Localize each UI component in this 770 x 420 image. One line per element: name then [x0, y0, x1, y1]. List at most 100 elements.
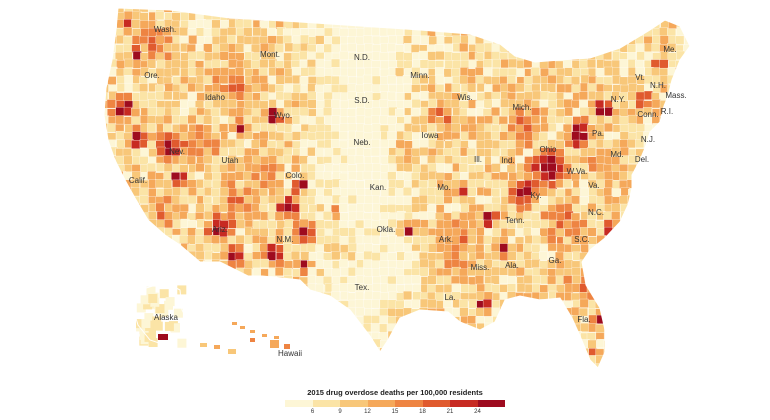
county-cell [516, 307, 526, 317]
county-cell [404, 331, 414, 341]
county-cell [412, 20, 422, 29]
county-cell [259, 138, 269, 148]
county-cell [450, 19, 460, 29]
county-cell [236, 339, 246, 349]
county-cell [259, 275, 269, 285]
county-cell [452, 373, 461, 382]
county-cell [546, 83, 556, 93]
county-cell [116, 204, 126, 213]
county-cell [683, 8, 690, 13]
county-cell [604, 324, 614, 334]
county-cell [547, 298, 557, 308]
county-cell [643, 19, 653, 29]
county-cell [179, 275, 189, 285]
county-cell [322, 211, 332, 221]
state-label: Mich. [512, 103, 531, 112]
county-cell [244, 100, 254, 110]
county-cell [139, 258, 149, 268]
county-cell [244, 308, 254, 318]
county-cell [139, 83, 148, 93]
county-cell [412, 164, 422, 174]
county-cell [540, 316, 550, 326]
county-cell [428, 219, 438, 229]
county-cell [579, 196, 589, 206]
county-cell [267, 243, 276, 253]
county-cell [395, 179, 405, 189]
county-cell [676, 340, 686, 350]
county-cell [507, 228, 517, 238]
county-cell [532, 332, 542, 342]
county-cell [547, 75, 557, 84]
island-cell [250, 338, 255, 342]
legend-swatch [285, 400, 313, 407]
county-cell [332, 11, 342, 21]
county-cell [115, 251, 125, 261]
county-cell [104, 355, 109, 365]
county-cell [636, 268, 646, 278]
county-cell [307, 332, 317, 341]
county-cell [292, 259, 302, 269]
island-cell [214, 345, 220, 349]
county-cell [411, 203, 421, 213]
county-cell [107, 162, 117, 172]
county-cell [163, 252, 173, 262]
county-cell [523, 300, 533, 310]
county-cell [427, 162, 437, 172]
county-cell [603, 35, 612, 45]
county-cell [155, 11, 165, 20]
legend-tick-label: 21 [446, 409, 454, 415]
county-cell [147, 132, 157, 142]
county-cell [611, 36, 621, 46]
county-cell [667, 251, 677, 261]
county-cell [652, 340, 662, 350]
state-label: N.C. [588, 208, 604, 217]
county-cell [370, 115, 380, 125]
county-cell [139, 20, 149, 30]
county-cell [676, 243, 685, 252]
county-cell [436, 324, 446, 334]
county-cell [652, 260, 662, 270]
county-cell [139, 236, 149, 245]
county-cell [674, 332, 684, 342]
county-cell [371, 260, 381, 270]
county-cell [460, 373, 469, 382]
county-cell [180, 8, 190, 13]
county-cell [420, 243, 430, 253]
county-cell [276, 99, 286, 109]
county-cell [660, 332, 669, 341]
county-cell [644, 227, 654, 237]
county-cell [571, 283, 581, 293]
county-cell [643, 298, 653, 308]
county-cell [563, 251, 573, 261]
county-cell [104, 300, 110, 310]
county-cell [683, 276, 690, 286]
county-cell [306, 291, 316, 301]
county-cell [236, 259, 245, 269]
county-cell [548, 219, 558, 229]
county-cell [668, 315, 678, 325]
county-cell [164, 219, 174, 229]
county-cell [595, 268, 604, 278]
county-cell [531, 340, 541, 350]
county-cell [555, 35, 565, 45]
county-cell [283, 132, 293, 142]
county-cell [499, 171, 509, 181]
county-cell [682, 348, 690, 358]
county-cell [603, 12, 613, 22]
county-cell [196, 36, 206, 46]
county-cell [563, 275, 573, 285]
state-label: Vt. [635, 73, 645, 82]
county-cell [532, 322, 542, 332]
county-cell [203, 147, 213, 157]
county-cell [635, 91, 645, 101]
county-cell [195, 323, 205, 333]
county-cell [180, 60, 190, 70]
county-cell [458, 115, 468, 125]
county-cell [562, 59, 572, 69]
county-cell [668, 259, 678, 269]
county-cell [139, 243, 149, 253]
county-cell [292, 307, 302, 317]
county-cell [459, 235, 469, 245]
county-cell [299, 76, 309, 86]
county-cell [370, 138, 380, 148]
